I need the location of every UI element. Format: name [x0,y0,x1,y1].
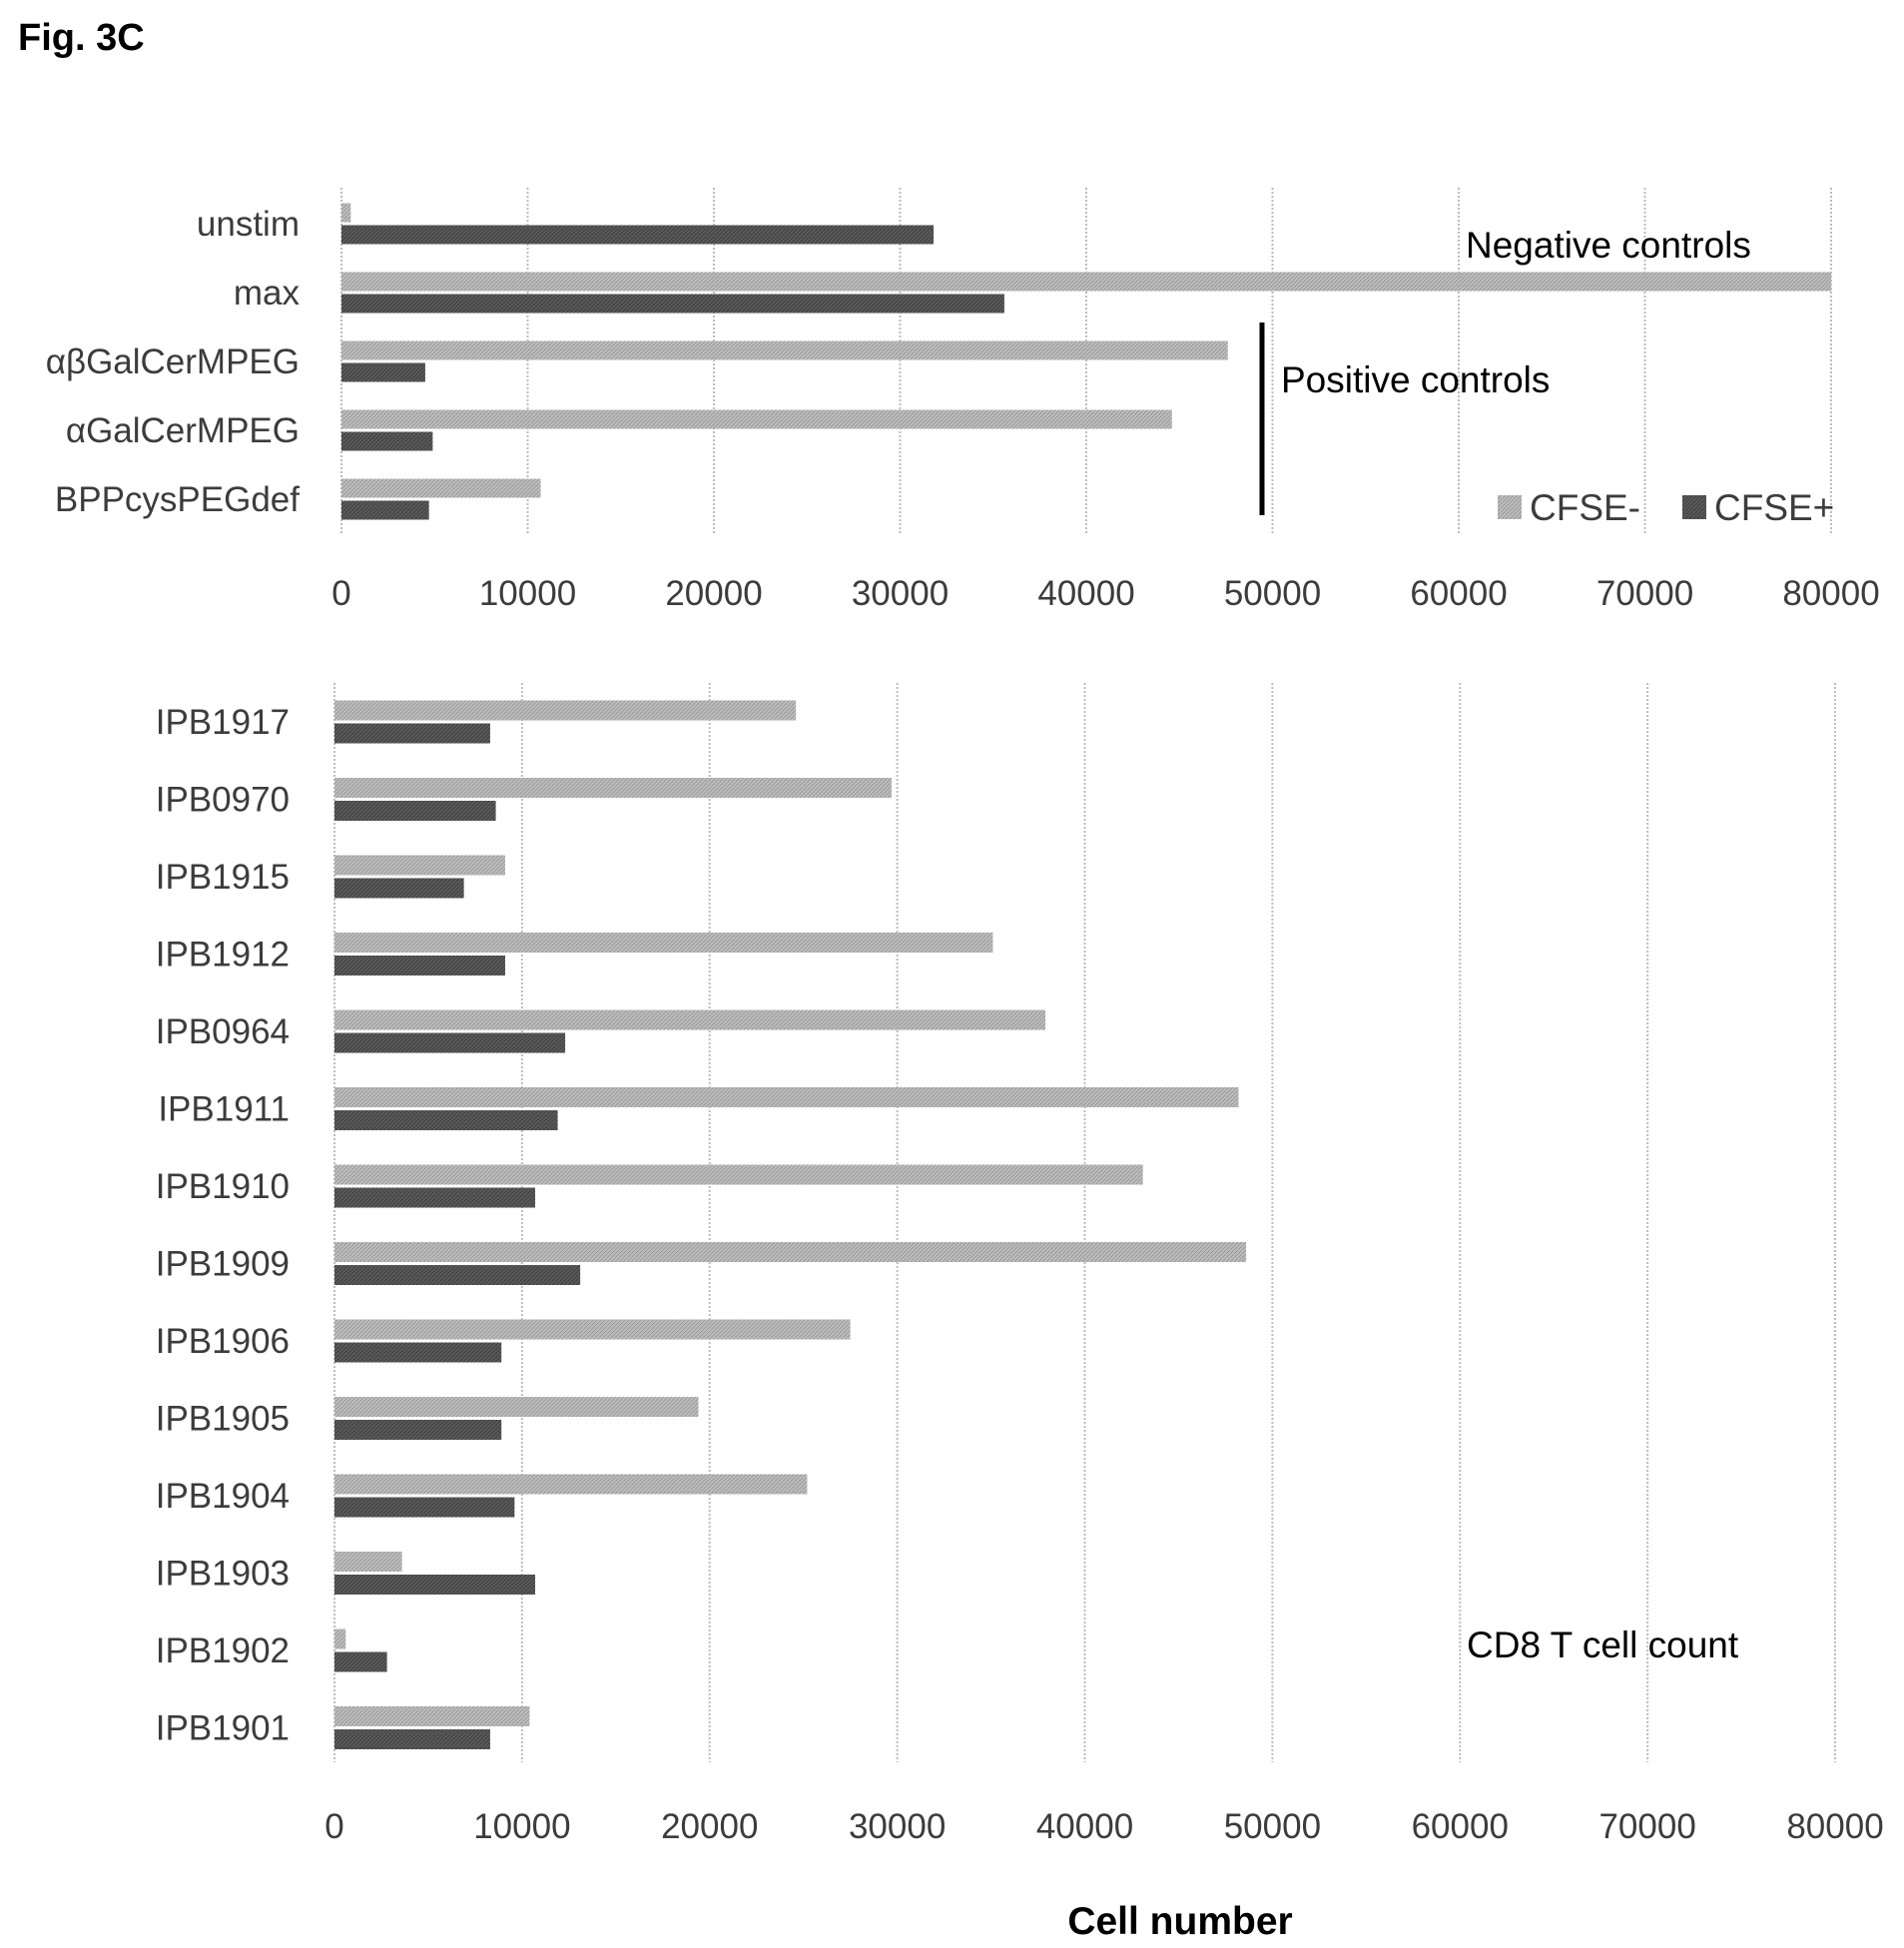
category-label-ipb1910: IPB1910 [156,1167,290,1206]
chart-panel-controls: 0 10000 20000 30000 40000 50000 60000 70000 8000… [46,188,1880,613]
chart-panel-ipb-compounds: 0 10000 20000 30000 40000 50000 60000 70000 8000… [156,683,1884,1846]
x-tick-label: 50000 [1224,1807,1321,1846]
bar-cfse-alphabetagalcermpeg [341,340,1228,360]
bar-cfse-ipb1910 [334,1164,1143,1185]
bar-cfse-ipb1917 [334,723,490,744]
category-label-ipb1905: IPB1905 [156,1400,290,1439]
bar-cfse-ipb1910 [334,1187,536,1208]
category-label-ipb1911: IPB1911 [158,1090,290,1129]
legend: CFSE- CFSE+ [1498,487,1834,528]
x-tick-label: 70000 [1598,1807,1695,1846]
category-label-bppcyspegdef: BPPcysPEGdef [55,480,300,519]
bar-cfse-ipb1915 [334,855,505,876]
bar-cfse-ipb1906 [334,1319,851,1340]
x-tick-label: 60000 [1412,1807,1509,1846]
bar-cfse-ipb1904 [334,1474,808,1495]
legend-label-cfse-plus: CFSE+ [1714,487,1834,528]
category-label-alphagalcermpeg: αGalCerMPEG [66,411,300,450]
category-label-ipb1902: IPB1902 [156,1631,290,1670]
bar-cfse-ipb0964 [334,1032,566,1053]
category-label-ipb0970: IPB0970 [156,781,290,820]
legend-swatch-cfse-plus [1682,495,1706,519]
bar-cfse-ipb0970 [334,778,892,798]
bar-cfse-ipb1905 [334,1420,502,1440]
bar-cfse-alphagalcermpeg [341,431,433,451]
x-tick-label: 30000 [849,1807,946,1846]
legend-label-cfse-minus: CFSE- [1530,487,1640,528]
bar-cfse-max [341,272,1831,292]
category-label-ipb1903: IPB1903 [156,1555,290,1594]
bar-cfse-unstim [341,225,935,245]
bar-cfse-ipb1902 [334,1651,387,1672]
x-tick-label: 80000 [1782,574,1879,613]
bar-cfse-ipb1903 [334,1575,536,1595]
x-tick-label: 80000 [1786,1807,1883,1846]
bar-cfse-ipb1909 [334,1242,1247,1262]
bar-cfse-bppcyspegdef [341,478,541,498]
annotation-cd8-t-cell-count: CD8 T cell count [1467,1624,1739,1665]
category-label-unstim: unstim [197,205,300,244]
bar-cfse-ipb0964 [334,1009,1046,1030]
bar-cfse-ipb1906 [334,1342,502,1363]
x-tick-label: 50000 [1224,574,1321,613]
bar-cfse-ipb1909 [334,1265,581,1285]
category-label-ipb0964: IPB0964 [156,1012,290,1051]
figure-label: Fig. 3C [18,17,145,59]
bar-cfse-ipb1915 [334,878,464,899]
annotation-negative-controls: Negative controls [1466,225,1751,266]
x-tick-label: 0 [331,574,350,613]
annotation-positive-controls: Positive controls [1281,359,1550,400]
bar-cfse-ipb1902 [334,1628,346,1649]
category-label-ipb1915: IPB1915 [156,858,290,897]
x-axis-title: Cell number [1067,1900,1292,1943]
category-label-ipb1906: IPB1906 [156,1322,290,1361]
category-label-alphabetagalcermpeg: αβGalCerMPEG [46,342,300,381]
bar-cfse-alphabetagalcermpeg [341,362,425,382]
bar-cfse-ipb1904 [334,1497,515,1518]
x-tick-label: 70000 [1596,574,1693,613]
x-tick-label: 10000 [479,574,576,613]
bar-cfse-alphagalcermpeg [341,409,1172,429]
bar-cfse-ipb1903 [334,1552,402,1572]
bar-cfse-ipb1905 [334,1397,699,1417]
bar-cfse-ipb1917 [334,700,797,721]
x-tick-label: 10000 [473,1807,570,1846]
x-tick-label: 30000 [852,574,949,613]
x-tick-label: 40000 [1036,1807,1133,1846]
x-tick-label: 0 [324,1807,343,1846]
bar-cfse-ipb0970 [334,801,496,821]
bar-cfse-ipb1911 [334,1087,1239,1107]
x-tick-label: 40000 [1037,574,1134,613]
bar-cfse-ipb1901 [334,1706,530,1726]
category-label-max: max [234,274,301,313]
legend-swatch-cfse-minus [1498,495,1522,519]
bar-cfse-ipb1911 [334,1110,558,1130]
category-label-ipb1901: IPB1901 [156,1709,290,1748]
category-label-ipb1917: IPB1917 [156,703,290,742]
bar-cfse-unstim [341,203,351,223]
category-label-ipb1912: IPB1912 [156,936,290,974]
x-tick-label: 20000 [665,574,762,613]
bar-cfse-bppcyspegdef [341,500,429,520]
x-tick-label: 20000 [661,1807,758,1846]
category-label-ipb1909: IPB1909 [156,1245,290,1284]
x-tick-label: 60000 [1410,574,1507,613]
category-label-ipb1904: IPB1904 [156,1477,290,1516]
bar-cfse-max [341,294,1004,314]
bar-cfse-ipb1901 [334,1729,490,1749]
bar-cfse-ipb1912 [334,933,993,953]
bar-cfse-ipb1912 [334,956,505,975]
